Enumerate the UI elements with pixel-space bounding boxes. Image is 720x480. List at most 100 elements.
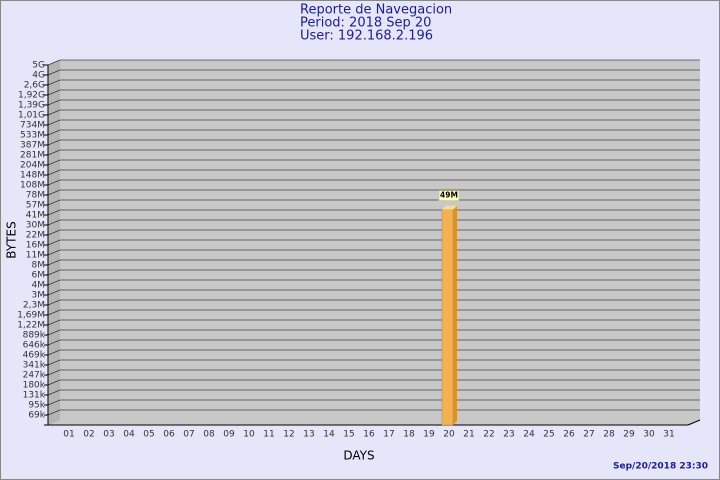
- y-tick-label: 341k: [23, 361, 46, 371]
- grid-line: [47, 279, 61, 286]
- grid-line: [47, 89, 61, 96]
- y-tick-label: 281M: [20, 151, 45, 161]
- y-tick-label: 4G: [32, 71, 45, 81]
- x-tick-label: 06: [163, 430, 175, 440]
- y-tick-label: 3M: [32, 291, 46, 301]
- y-tick-label: 108M: [20, 181, 45, 191]
- value-label-box: [438, 190, 460, 201]
- grid-line: [47, 339, 61, 346]
- x-tick-label: 29: [623, 430, 635, 440]
- x-tick-label: 28: [603, 430, 615, 440]
- footer-date: Sep/20/2018 23:30: [613, 462, 708, 472]
- grid-line: [47, 139, 61, 146]
- value-label: 49M: [440, 191, 458, 200]
- x-tick-label: 19: [423, 430, 435, 440]
- grid-line: [47, 129, 61, 136]
- grid-line: [47, 159, 61, 166]
- y-tick-label: 4M: [32, 281, 46, 291]
- y-tick-label: 11M: [26, 251, 45, 261]
- y-tick-label: 469k: [23, 351, 46, 361]
- y-tick-label: 533M: [20, 131, 45, 141]
- grid-line: [47, 239, 61, 246]
- grid-line: [47, 69, 61, 76]
- x-tick-label: 09: [223, 430, 235, 440]
- chart-user: User: 192.168.2.196: [300, 29, 433, 44]
- grid-line: [47, 209, 61, 216]
- grid-line: [47, 229, 61, 236]
- grid-line: [47, 359, 61, 366]
- y-tick-label: 180k: [23, 381, 46, 391]
- y-tick-label: 1,39G: [18, 101, 45, 111]
- y-tick-label: 22M: [26, 231, 45, 241]
- bar-side: [453, 205, 457, 425]
- y-tick-label: 2,3M: [23, 301, 45, 311]
- grid-line: [47, 369, 61, 376]
- x-tick-label: 10: [243, 430, 255, 440]
- y-tick-label: 131k: [23, 391, 46, 401]
- y-tick-label: 387M: [20, 141, 45, 151]
- x-tick-label: 08: [203, 430, 215, 440]
- y-tick-label: 646k: [23, 341, 46, 351]
- x-tick-label: 18: [403, 430, 415, 440]
- x-tick-label: 26: [563, 430, 575, 440]
- x-tick-label: 02: [83, 430, 94, 440]
- x-tick-label: 16: [363, 430, 375, 440]
- y-tick-label: 889k: [23, 331, 46, 341]
- grid-line: [47, 119, 61, 126]
- x-tick-label: 13: [303, 430, 314, 440]
- chart-subtitle: Period: 2018 Sep 20: [300, 16, 431, 31]
- y-tick-label: 2,6G: [24, 81, 45, 91]
- grid-line: [47, 249, 61, 256]
- grid-line: [47, 289, 61, 296]
- y-tick-label: 5G: [32, 61, 45, 71]
- x-tick-label: 21: [463, 430, 474, 440]
- grid-line: [47, 349, 61, 356]
- x-axis-label: DAYS: [343, 449, 374, 463]
- chart-title: Reporte de Navegacion: [300, 3, 452, 18]
- grid-line: [47, 99, 61, 106]
- bar-top: [442, 205, 457, 210]
- grid-line: [47, 269, 61, 276]
- x-tick-label: 22: [483, 430, 494, 440]
- plot-wall: [48, 60, 700, 425]
- x-tick-label: 23: [503, 430, 514, 440]
- grid-line: [47, 329, 61, 336]
- x-tick-label: 04: [123, 430, 135, 440]
- x-tick-label: 03: [103, 430, 114, 440]
- bar: [441, 209, 454, 426]
- x-tick-label: 17: [383, 430, 394, 440]
- y-tick-label: 204M: [20, 161, 45, 171]
- grid-line: [47, 149, 61, 156]
- grid-line: [47, 219, 61, 226]
- x-tick-label: 20: [443, 430, 455, 440]
- x-tick-label: 24: [523, 430, 535, 440]
- grid-line: [47, 399, 61, 406]
- grid-line: [47, 259, 61, 266]
- y-tick-label: 8M: [32, 261, 46, 271]
- y-tick-label: 247k: [23, 371, 46, 381]
- x-tick-label: 07: [183, 430, 194, 440]
- y-tick-label: 78M: [26, 191, 45, 201]
- y-tick-label: 734M: [20, 121, 45, 131]
- grid-line: [47, 59, 61, 66]
- grid-line: [47, 189, 61, 196]
- y-tick-label: 16M: [26, 241, 45, 251]
- y-tick-label: 1,92G: [18, 91, 45, 101]
- y-tick-label: 30M: [26, 221, 45, 231]
- grid-line: [47, 319, 61, 326]
- grid-line: [47, 179, 61, 186]
- grid-line: [47, 169, 61, 176]
- y-tick-label: 69k: [28, 411, 45, 421]
- grid-line: [47, 79, 61, 86]
- grid-line: [47, 309, 61, 316]
- y-tick-label: 1,22M: [17, 321, 45, 331]
- y-tick-label: 1,69M: [17, 311, 45, 321]
- y-tick-label: 57M: [26, 201, 45, 211]
- x-tick-label: 14: [323, 430, 335, 440]
- x-tick-label: 25: [543, 430, 554, 440]
- y-tick-label: 148M: [20, 171, 45, 181]
- grid-line: [47, 109, 61, 116]
- y-tick-label: 95k: [28, 401, 45, 411]
- grid-line: [47, 409, 61, 416]
